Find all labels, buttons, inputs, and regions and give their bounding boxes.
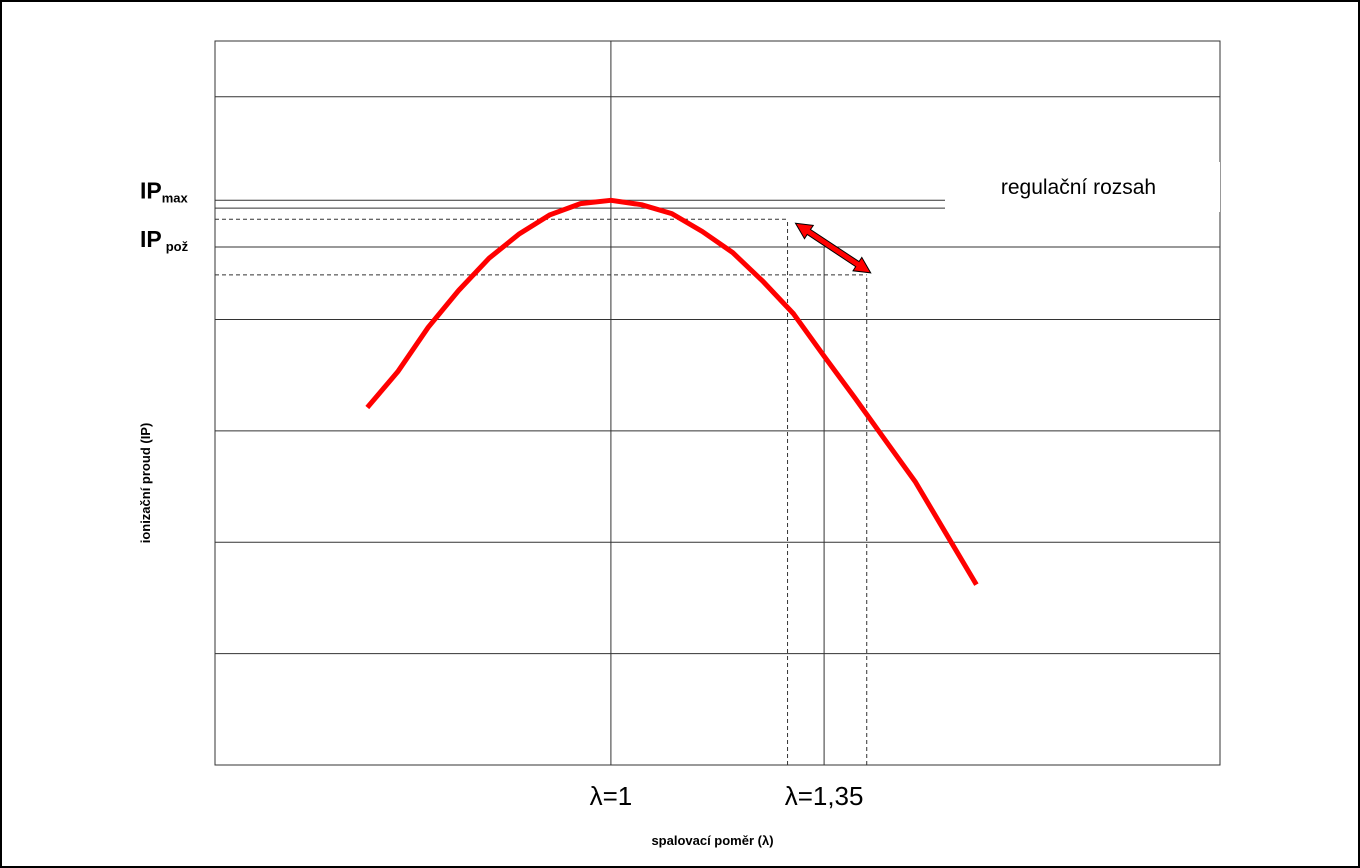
guide-layer: [215, 41, 868, 765]
y-reference-label: IPmax: [140, 177, 189, 205]
x-axis-title: spalovací poměr (λ): [651, 833, 773, 848]
control-range-label: regulační rozsah: [1001, 176, 1156, 199]
control-range-arrow: [794, 222, 872, 274]
x-tick-label: λ=1,35: [785, 781, 864, 811]
control-range-layer: [794, 222, 872, 274]
text-layer: regulační rozsah λ=1 λ=1,35 IPmax IP pož spalo…: [138, 162, 1220, 848]
series-layer: [365, 197, 979, 586]
y-axis-title: ionizační proud (IP): [138, 423, 153, 544]
y-reference-label: IP pož: [140, 226, 189, 254]
grid-layer: [214, 40, 1221, 766]
series-line: [365, 197, 979, 586]
x-tick-label: λ=1: [590, 781, 633, 811]
control-range-label-bg: [945, 162, 1220, 212]
plot-area: [214, 40, 1221, 766]
